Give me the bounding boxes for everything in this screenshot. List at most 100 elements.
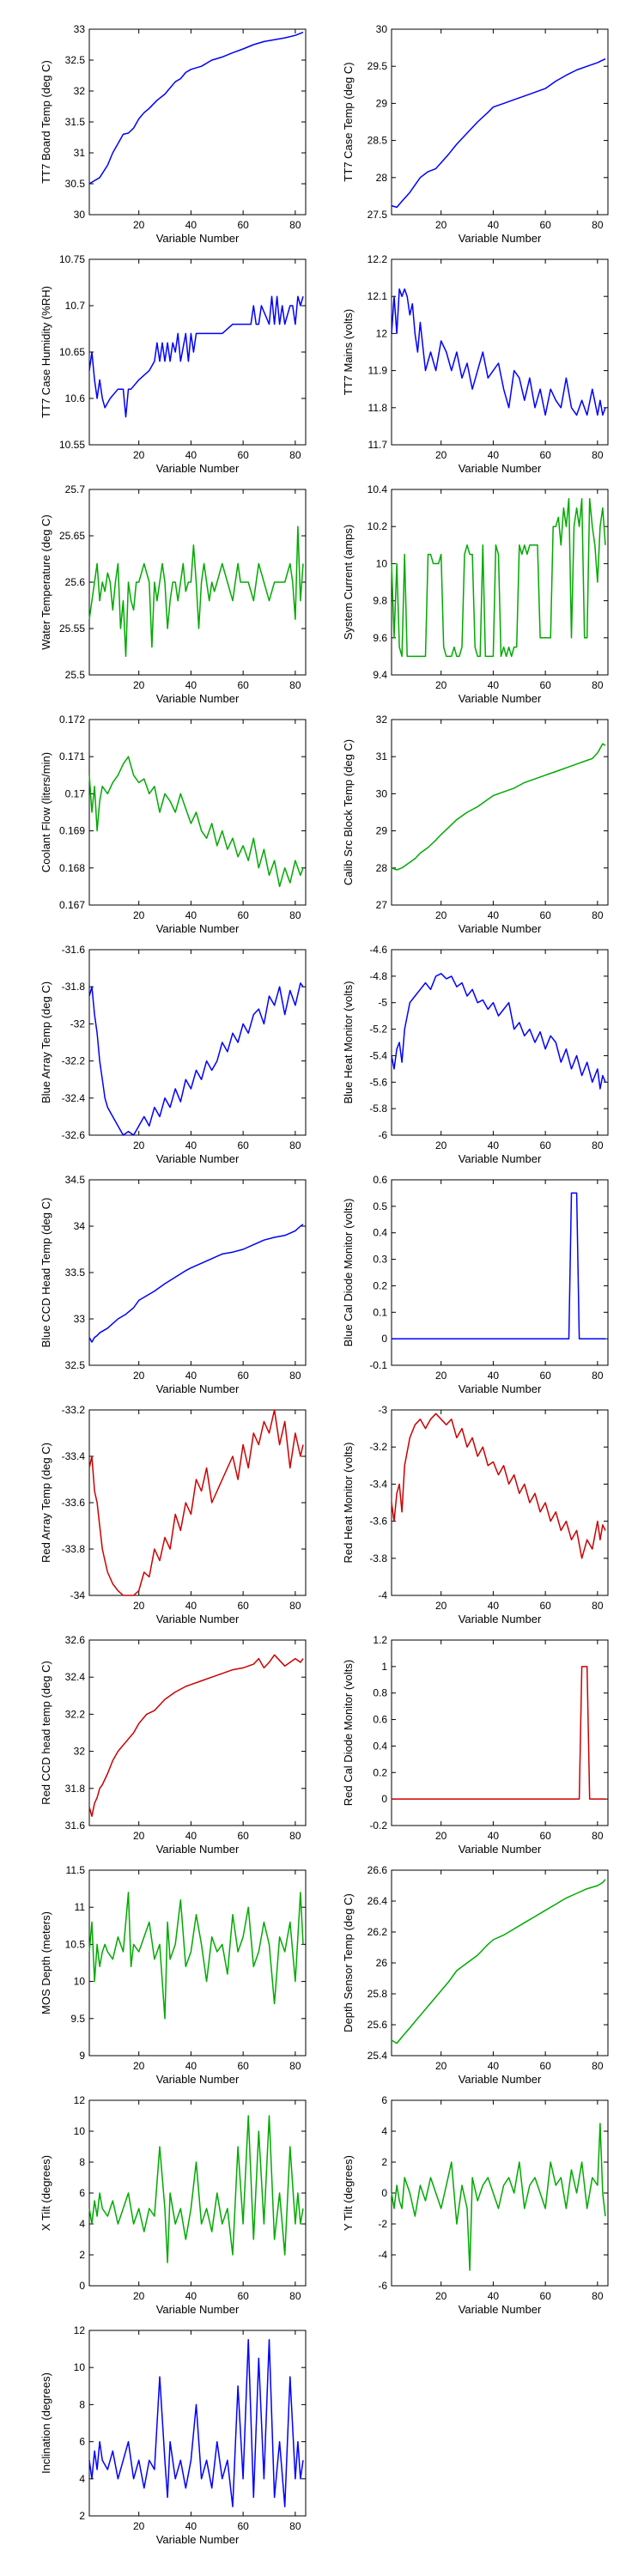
x-tick-label: 60 [237, 1139, 249, 1151]
x-axis-label: Variable Number [459, 2303, 542, 2316]
y-axis-label: System Current (amps) [342, 525, 355, 640]
y-tick-label: 27 [376, 899, 388, 911]
y-tick-label: 9.8 [373, 595, 387, 607]
x-tick-label: 40 [185, 1370, 197, 1382]
x-axis-label: Variable Number [459, 232, 542, 245]
y-tick-label: 1.2 [373, 1634, 387, 1646]
x-tick-label: 20 [435, 219, 447, 231]
y-tick-label: 8 [79, 2156, 85, 2168]
x-tick-label: 80 [592, 2060, 604, 2072]
y-tick-label: 33 [74, 1313, 86, 1325]
x-tick-label: 60 [237, 219, 249, 231]
x-tick-label: 80 [289, 1370, 301, 1382]
y-tick-label: 0.5 [373, 1200, 387, 1212]
y-tick-label: 25.6 [368, 2019, 388, 2031]
chart-panel-17: 20 40 60 80 9 9.5 10 10.5 11 11.5 Variable Number M… [39, 1864, 307, 2086]
y-axis-label: TT7 Mains (volts) [342, 309, 355, 395]
y-tick-label: 9 [79, 2050, 85, 2062]
y-tick-label: 10 [74, 2125, 86, 2137]
y-tick-label: -3.8 [369, 1552, 387, 1564]
y-tick-label: 9.4 [373, 669, 387, 681]
plot-frame [88, 1869, 307, 2057]
y-tick-label: -5.4 [369, 1049, 387, 1061]
y-tick-label: 0.4 [373, 1227, 387, 1239]
y-tick-label: 12 [74, 2094, 86, 2106]
series-line [392, 1666, 605, 1800]
series-line [391, 1879, 606, 2044]
x-tick-label: 40 [488, 2290, 500, 2302]
x-tick-label: 20 [133, 2520, 145, 2532]
y-tick-label: 32.4 [65, 1671, 86, 1683]
x-tick-label: 40 [185, 2520, 197, 2532]
x-axis-label: Variable Number [156, 462, 240, 475]
y-tick-label: 34 [74, 1220, 86, 1232]
y-tick-label: 25.5 [65, 669, 86, 681]
x-axis-label: Variable Number [459, 922, 542, 935]
series-line [391, 498, 606, 658]
y-tick-label: 0.6 [373, 1174, 387, 1186]
x-tick-label: 60 [539, 449, 551, 461]
x-tick-label: 20 [133, 219, 145, 231]
y-tick-label: -2 [378, 2218, 387, 2230]
y-axis-label: TT7 Case Humidity (%RH) [39, 286, 52, 418]
y-tick-label: 25.4 [368, 2050, 388, 2062]
chart-panel-5: 20 40 60 80 25.5 25.55 25.6 25.65 25.7 Variable N… [39, 483, 307, 705]
y-axis-label: Red Heat Monitor (volts) [342, 1443, 355, 1564]
y-tick-label: 10.65 [59, 346, 85, 358]
y-tick-label: 4 [381, 2125, 387, 2137]
x-tick-label: 80 [289, 449, 301, 461]
series-line [391, 1413, 606, 1559]
x-tick-label: 60 [237, 1830, 249, 1842]
x-tick-label: 80 [289, 2060, 301, 2072]
x-tick-label: 20 [435, 679, 447, 691]
chart-panel-20: 20 40 60 80 -6 -4 -2 0 2 4 6 Variable Number Y Tilt … [342, 2094, 609, 2316]
series-line [88, 1654, 304, 1817]
x-tick-label: 80 [289, 2520, 301, 2532]
y-tick-label: 32 [376, 714, 388, 726]
y-tick-label: 6 [381, 2094, 387, 2106]
y-tick-label: 0.167 [59, 899, 85, 911]
x-tick-label: 40 [185, 679, 197, 691]
y-tick-label: 12 [376, 327, 388, 339]
y-tick-label: 28 [376, 172, 388, 184]
y-tick-label: 27.5 [368, 209, 388, 221]
y-tick-label: 0.2 [373, 1766, 387, 1778]
y-tick-label: 31.6 [65, 1820, 86, 1832]
series-line [88, 982, 304, 1136]
y-tick-label: 9.6 [373, 632, 387, 644]
x-tick-label: 20 [435, 1139, 447, 1151]
x-tick-label: 60 [237, 679, 249, 691]
x-tick-label: 60 [539, 1139, 551, 1151]
y-tick-label: 30 [74, 209, 86, 221]
y-tick-label: 25.8 [368, 1988, 388, 2000]
x-axis-label: Variable Number [459, 1843, 542, 1856]
x-axis-label: Variable Number [156, 2303, 240, 2316]
y-tick-label: -4.6 [369, 944, 387, 956]
chart-panel-8: 20 40 60 80 27 28 29 30 31 32 Variable Number Calib… [342, 714, 609, 935]
y-tick-label: -32.2 [62, 1055, 86, 1067]
y-axis-label: TT7 Board Temp (deg C) [39, 60, 52, 184]
plot-frame [88, 1179, 307, 1366]
y-tick-label: 25.55 [59, 623, 85, 635]
x-tick-label: 80 [592, 219, 604, 231]
y-tick-label: 0.6 [373, 1714, 387, 1726]
x-tick-label: 60 [539, 219, 551, 231]
x-axis-label: Variable Number [459, 462, 542, 475]
y-tick-label: 10.5 [65, 1938, 86, 1950]
y-tick-label: -0.1 [369, 1359, 387, 1371]
chart-panel-4: 20 40 60 80 11.7 11.8 11.9 12 12.1 12.2 Variable N… [342, 253, 609, 475]
y-tick-label: 2 [79, 2510, 85, 2522]
x-axis-label: Variable Number [156, 1843, 240, 1856]
chart-panel-7: 20 40 60 80 0.167 0.168 0.169 0.17 0.171 0.172 Var… [39, 714, 307, 935]
chart-panel-10: 20 40 60 80 -6 -5.8 -5.6 -5.4 -5.2 -5 -4.8 -4.6 Vari… [342, 944, 609, 1165]
y-tick-label: 0.8 [373, 1687, 387, 1699]
plot-frame [391, 2099, 609, 2287]
x-tick-label: 60 [539, 909, 551, 921]
y-tick-label: 10.6 [65, 392, 86, 404]
x-tick-label: 60 [237, 909, 249, 921]
y-tick-label: 2 [381, 2156, 387, 2168]
x-tick-label: 60 [237, 1600, 249, 1612]
y-tick-label: 26.2 [368, 1926, 388, 1938]
x-tick-label: 80 [592, 449, 604, 461]
